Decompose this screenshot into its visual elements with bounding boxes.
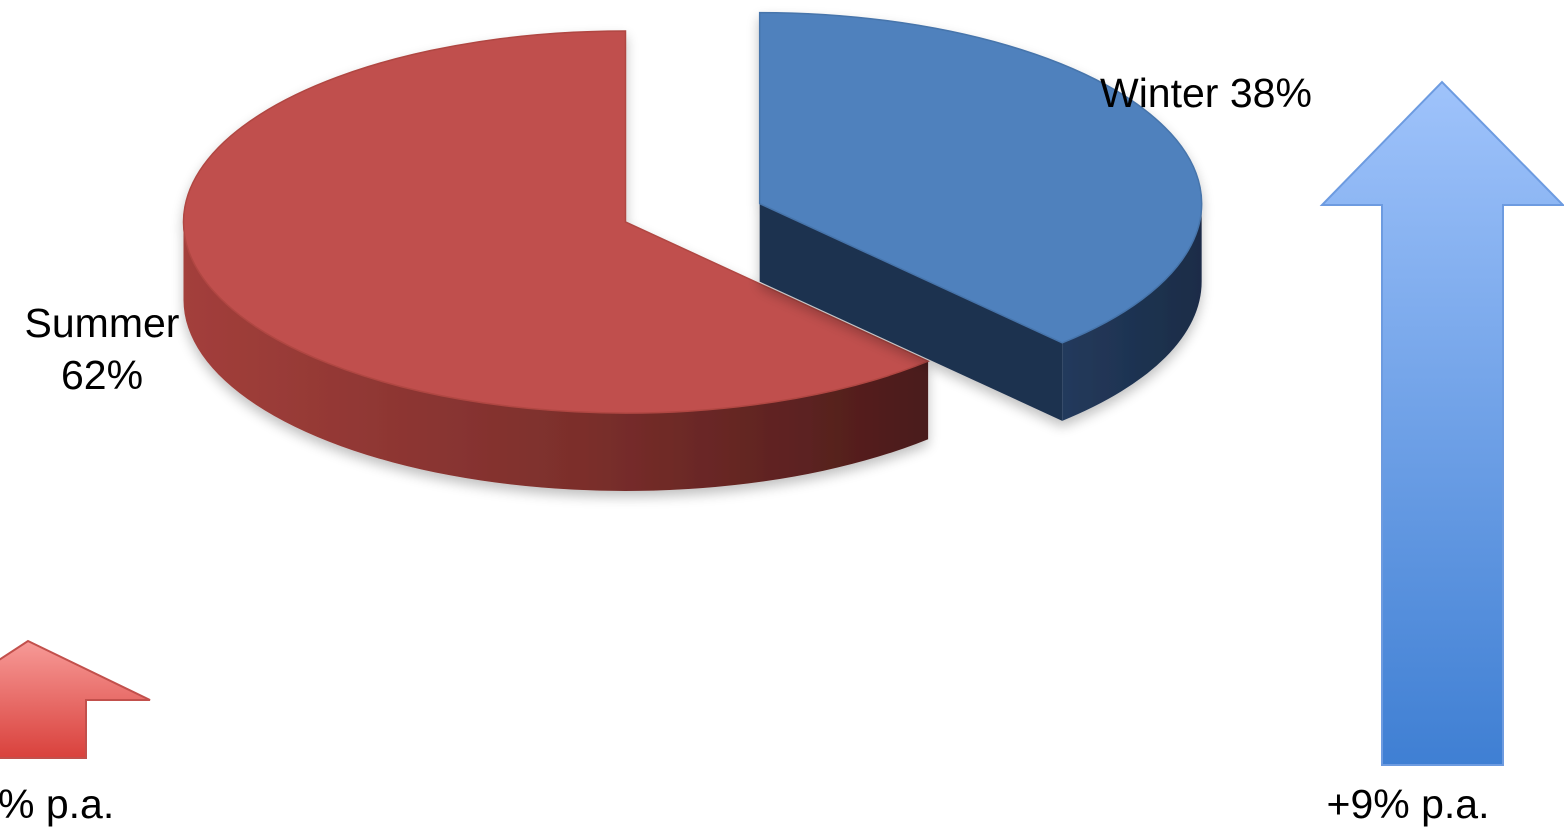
pie-slice-winter-top xyxy=(758,11,1203,344)
slice-label-winter-name: Winter xyxy=(1100,70,1218,116)
pie-slice-winter xyxy=(758,11,1203,421)
pie-slice-summer-top xyxy=(182,30,930,414)
winter-growth-arrow xyxy=(1319,80,1564,766)
winter-growth-label: +9% p.a. xyxy=(1327,781,1490,827)
pie-slices xyxy=(182,11,1203,491)
slice-label-summer-value: 62% xyxy=(61,352,143,398)
pie-slice-summer xyxy=(182,30,930,491)
summer-growth-label: % p.a. xyxy=(0,781,114,827)
summer-growth-arrow xyxy=(0,639,151,759)
pie-slice-winter-side xyxy=(1062,203,1202,421)
pie-slice-summer-side xyxy=(183,221,929,491)
slice-label-summer-name: Summer xyxy=(25,300,180,346)
slice-label-winter-value: 38% xyxy=(1230,70,1312,116)
pie-slice-winter-wall-1 xyxy=(759,203,1063,421)
slice-label-winter: Winter 38% xyxy=(1100,70,1312,116)
